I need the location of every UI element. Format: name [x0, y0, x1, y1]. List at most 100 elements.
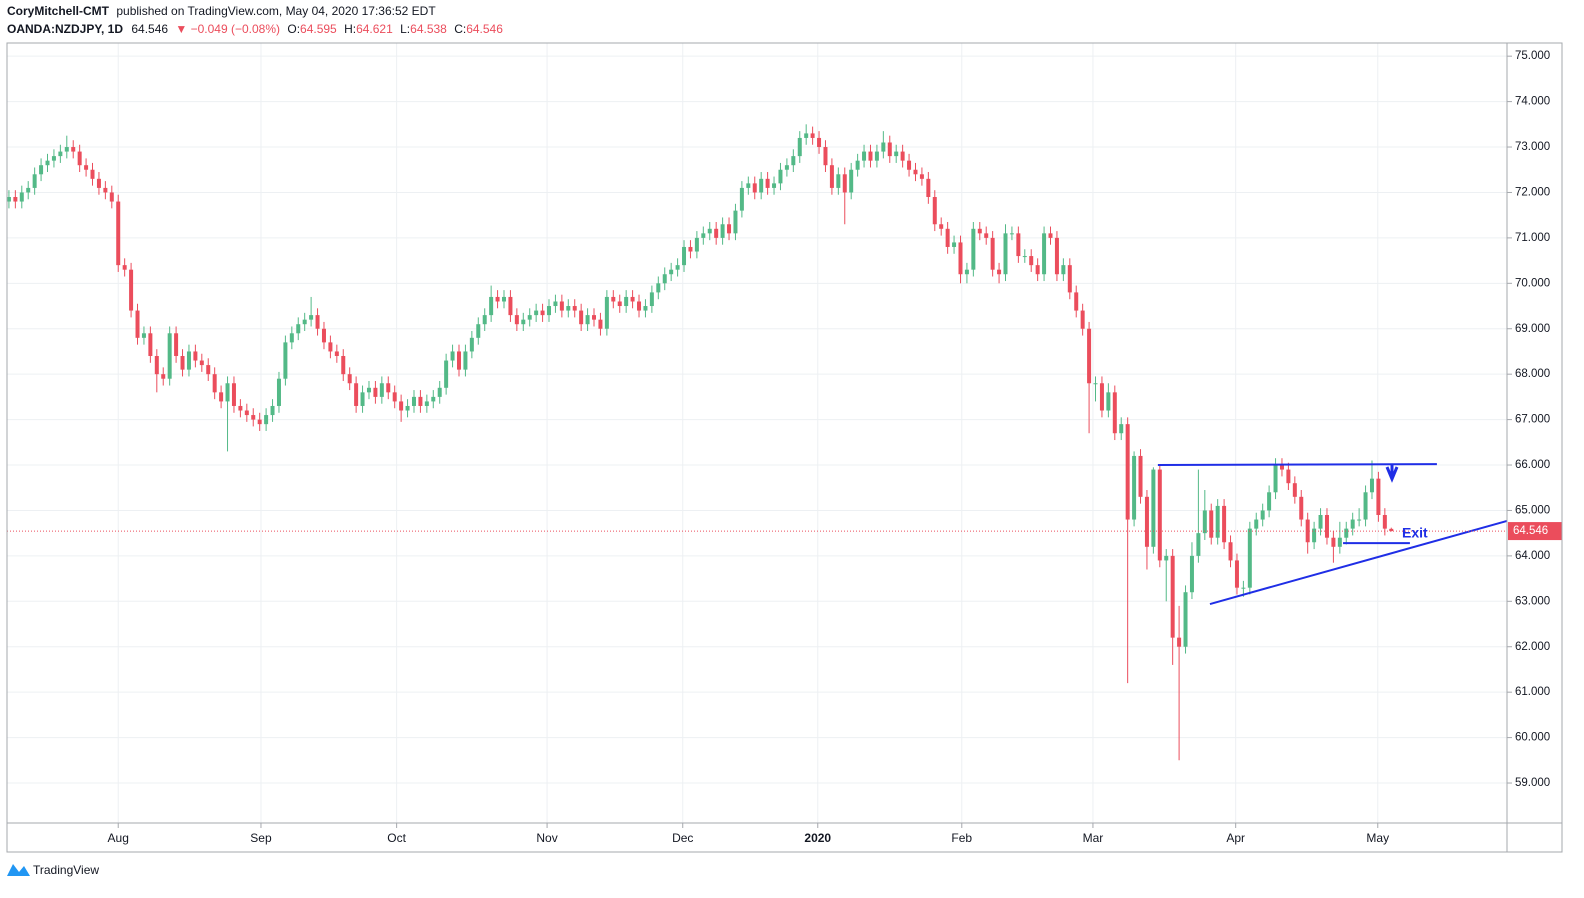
candle-body — [1357, 519, 1362, 521]
candle-body — [1035, 265, 1040, 275]
candle-body — [1093, 383, 1098, 385]
candle-body — [527, 315, 532, 320]
candle-body — [984, 233, 989, 238]
candle-body — [868, 151, 873, 161]
y-tick-label: 64.000 — [1515, 550, 1550, 562]
candle-body — [270, 405, 275, 416]
candle-body — [932, 197, 937, 225]
candle-body — [1132, 455, 1137, 520]
candle-body — [1273, 465, 1278, 493]
candle-body — [1189, 555, 1194, 593]
candle-body — [302, 319, 307, 325]
candle-body — [508, 296, 513, 316]
candle-body — [1382, 514, 1387, 529]
candle-body — [1119, 424, 1124, 434]
y-tick-label: 63.000 — [1515, 595, 1550, 607]
candle-body — [874, 151, 879, 161]
y-tick-label: 60.000 — [1515, 732, 1550, 744]
y-tick-label: 67.000 — [1515, 414, 1550, 426]
candle-body — [341, 355, 346, 375]
candle-body — [482, 315, 487, 325]
candle-body — [617, 301, 622, 307]
ohlc-label: C: — [454, 22, 466, 36]
candle-body — [129, 269, 134, 311]
candle-body — [1247, 528, 1252, 588]
last-price: 64.546 — [131, 22, 168, 36]
grid: 59.000 60.000 61.000 62.000 63.000 64.000 65.0… — [7, 43, 1550, 845]
candle-body — [456, 351, 461, 370]
candle-body — [405, 405, 410, 411]
chart-frame — [6, 42, 1563, 853]
candle-body — [1151, 469, 1156, 547]
symbol: OANDA:NZDJPY, 1D — [7, 22, 123, 36]
candle-body — [411, 396, 416, 406]
candle-body — [585, 315, 590, 325]
candle-body — [51, 156, 56, 161]
y-tick-label: 74.000 — [1515, 96, 1550, 108]
candle-body — [1260, 510, 1265, 520]
candle-body — [739, 187, 744, 211]
candle-body — [26, 187, 31, 193]
annotations: 64.546 — [7, 463, 1562, 605]
candle-body — [1157, 469, 1162, 561]
candle-body — [450, 351, 455, 361]
candle-body — [1331, 537, 1336, 547]
y-tick-label: 62.000 — [1515, 641, 1550, 653]
candle-body — [714, 228, 719, 238]
candle-body — [1048, 233, 1053, 238]
y-tick-label: 59.000 — [1515, 777, 1550, 789]
candle-body — [1080, 310, 1085, 329]
candle-body — [1305, 519, 1310, 543]
trendline — [1157, 463, 1437, 467]
y-tick-label: 65.000 — [1515, 504, 1550, 516]
candle-body — [392, 392, 397, 402]
x-tick-label: Apr — [1226, 831, 1245, 845]
candle-body — [1369, 478, 1374, 493]
candle-body — [990, 237, 995, 270]
candle-body — [1087, 328, 1092, 384]
candle-body — [1170, 555, 1175, 638]
candle-body — [244, 410, 249, 416]
ohlc-value: 64.621 — [356, 22, 393, 36]
candle-body — [1022, 256, 1027, 258]
candle-body — [148, 333, 153, 356]
candle-body — [379, 383, 384, 397]
candle-body — [900, 151, 905, 161]
annotation-text: Exit — [1402, 525, 1428, 541]
candle-body — [296, 324, 301, 334]
candles — [6, 124, 1394, 761]
candle-body — [881, 142, 886, 152]
candle-body — [206, 365, 211, 375]
change: ▼ −0.049 (−0.08%) — [175, 22, 280, 36]
candle-body — [174, 333, 179, 356]
candle-body — [778, 169, 783, 184]
candle-body — [309, 315, 314, 320]
candle-body — [167, 333, 172, 379]
price-badge-label: 64.546 — [1513, 525, 1548, 537]
candle-body — [1183, 592, 1188, 647]
ohlc-value: 64.546 — [466, 22, 503, 36]
candle-body — [1228, 542, 1233, 561]
candle-body — [746, 183, 751, 188]
header-line: CoryMitchell-CMT published on TradingVie… — [7, 4, 436, 18]
candle-body — [862, 151, 867, 161]
ohlc-label: O: — [287, 22, 300, 36]
candle-body — [1016, 233, 1021, 257]
candle-body — [135, 310, 140, 338]
candle-body — [238, 405, 243, 411]
candle-body — [579, 310, 584, 325]
candle-body — [495, 296, 500, 302]
candle-body — [977, 228, 982, 234]
candle-body — [1324, 514, 1329, 538]
ohlc-value: 64.595 — [300, 22, 337, 36]
candle-body — [1215, 505, 1220, 538]
candle-body — [849, 169, 854, 193]
candle-body — [1003, 233, 1008, 275]
candle-body — [675, 265, 680, 270]
y-tick-label: 71.000 — [1515, 232, 1550, 244]
candle-body — [662, 274, 667, 284]
candle-body — [810, 133, 815, 138]
candle-body — [19, 192, 24, 202]
candle-body — [251, 415, 256, 420]
y-tick-label: 72.000 — [1515, 186, 1550, 198]
